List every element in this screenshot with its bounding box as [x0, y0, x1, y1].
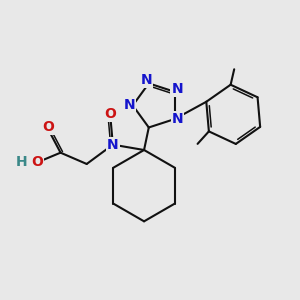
Text: O: O — [31, 154, 43, 169]
Text: N: N — [123, 98, 135, 112]
Text: N: N — [141, 74, 152, 87]
Text: N: N — [107, 138, 119, 152]
Text: O: O — [43, 120, 55, 134]
Text: H: H — [16, 154, 28, 169]
Text: O: O — [104, 107, 116, 121]
Text: N: N — [172, 112, 184, 126]
Text: N: N — [171, 82, 183, 96]
